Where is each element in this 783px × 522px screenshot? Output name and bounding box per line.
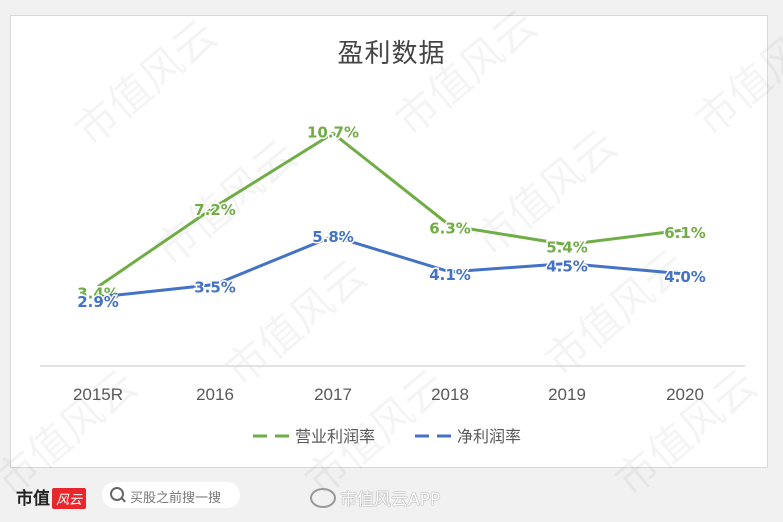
data-label: 10.7% (307, 123, 359, 141)
x-tick-label: 2019 (548, 385, 586, 404)
search-icon (110, 487, 124, 501)
x-tick-label: 2018 (431, 385, 469, 404)
x-tick-label: 2017 (314, 385, 352, 404)
brand-badge: 风云 (52, 488, 87, 509)
series-line-0 (97, 131, 686, 288)
legend-label: 净利润率 (457, 427, 521, 446)
x-tick-label: 2016 (196, 385, 234, 404)
data-label: 4.1% (429, 266, 471, 284)
data-label: 7.2% (194, 201, 236, 219)
search-placeholder: 买股之前搜一搜 (130, 491, 222, 506)
data-label: 4.5% (546, 258, 588, 276)
footer-bar: 市值 风云 买股之前搜一搜 市值风云APP (0, 470, 783, 522)
data-label: 5.4% (546, 239, 588, 257)
series-line-1 (97, 234, 686, 299)
x-tick-label: 2020 (666, 385, 704, 404)
data-label: 3.4% (77, 285, 119, 303)
data-label: 2.9% (77, 293, 119, 311)
legend-label: 营业利润率 (295, 427, 375, 446)
brand-text: 市值 (16, 489, 50, 509)
data-label: 6.3% (429, 220, 471, 238)
plot-area (10, 15, 768, 468)
line-chart: 3.4% 7.2% 10.7% 6.3% 5.4% 6.1% 2.9% 3.5% 5.8% 4.1… (40, 122, 745, 446)
data-label: 6.1% (664, 224, 706, 242)
weibo-icon (310, 488, 336, 508)
weibo-account-label: 市值风云APP (340, 490, 441, 510)
data-label: 3.5% (194, 279, 236, 297)
data-label: 5.8% (312, 228, 354, 246)
x-tick-label: 2015R (73, 385, 123, 404)
chart-title: 盈利数据 (337, 39, 446, 69)
brand-logo: 市值 风云 (16, 484, 87, 509)
data-label: 4.0% (664, 268, 706, 286)
search-input[interactable]: 买股之前搜一搜 (102, 482, 240, 508)
